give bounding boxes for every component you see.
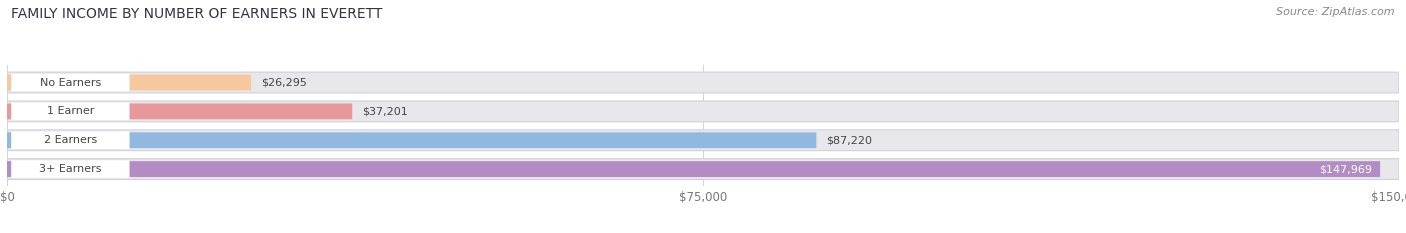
FancyBboxPatch shape [7, 161, 1381, 177]
Text: 1 Earner: 1 Earner [46, 106, 94, 116]
FancyBboxPatch shape [11, 74, 129, 91]
Text: 2 Earners: 2 Earners [44, 135, 97, 145]
FancyBboxPatch shape [7, 103, 353, 119]
Text: Source: ZipAtlas.com: Source: ZipAtlas.com [1277, 7, 1395, 17]
FancyBboxPatch shape [11, 103, 129, 120]
FancyBboxPatch shape [11, 160, 129, 178]
FancyBboxPatch shape [7, 101, 1399, 122]
FancyBboxPatch shape [7, 159, 1399, 179]
Text: No Earners: No Earners [39, 78, 101, 88]
FancyBboxPatch shape [7, 132, 817, 148]
FancyBboxPatch shape [11, 131, 129, 149]
Text: FAMILY INCOME BY NUMBER OF EARNERS IN EVERETT: FAMILY INCOME BY NUMBER OF EARNERS IN EV… [11, 7, 382, 21]
FancyBboxPatch shape [7, 75, 252, 90]
Text: $147,969: $147,969 [1319, 164, 1372, 174]
FancyBboxPatch shape [7, 130, 1399, 151]
Text: $87,220: $87,220 [827, 135, 872, 145]
Text: 3+ Earners: 3+ Earners [39, 164, 101, 174]
Text: $37,201: $37,201 [361, 106, 408, 116]
Text: $26,295: $26,295 [260, 78, 307, 88]
FancyBboxPatch shape [7, 72, 1399, 93]
